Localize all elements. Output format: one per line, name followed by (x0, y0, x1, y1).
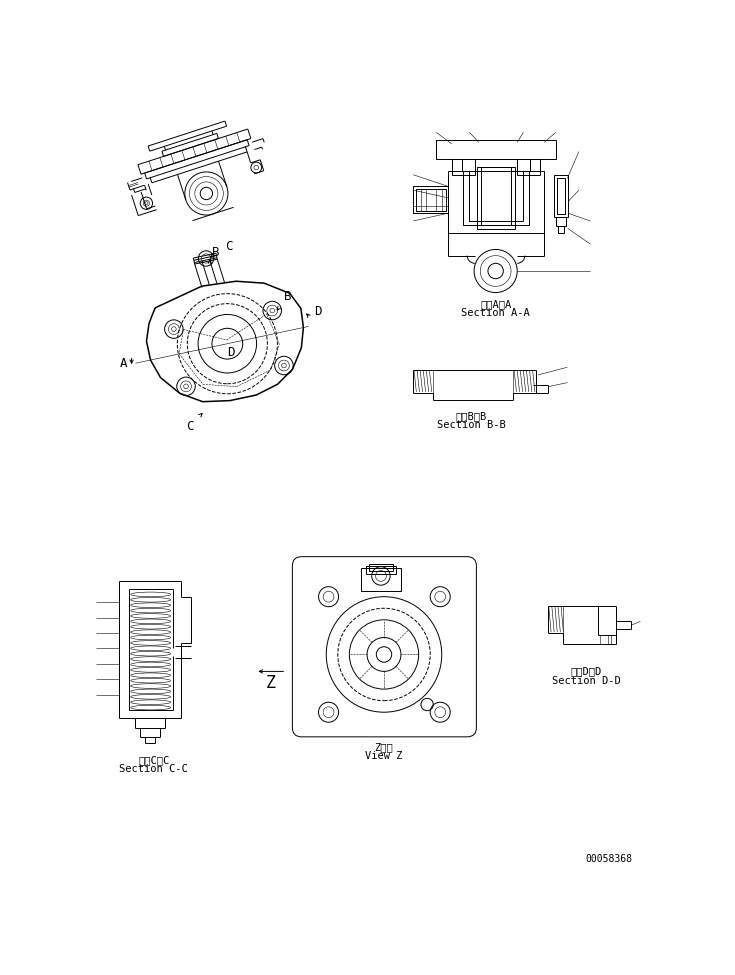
Bar (448, 171, 544, 232)
Text: 断面C－C: 断面C－C (138, 755, 169, 765)
Bar (470, 171, 523, 221)
Bar (415, 188, 445, 211)
Text: Z: Z (266, 674, 276, 692)
Text: B: B (284, 291, 291, 303)
Text: D: D (314, 305, 322, 318)
Bar (361, 568, 401, 591)
Bar (517, 159, 540, 175)
Text: Z　視: Z 視 (375, 742, 393, 752)
Text: C: C (186, 419, 193, 433)
Bar (462, 159, 530, 171)
Text: Section A-A: Section A-A (462, 308, 530, 319)
Text: B: B (212, 246, 219, 258)
Text: C: C (226, 241, 233, 254)
Bar (413, 186, 448, 214)
Text: Section C-C: Section C-C (119, 764, 188, 774)
Bar (368, 565, 393, 570)
Bar (481, 167, 511, 225)
Bar (557, 177, 565, 214)
Bar (477, 167, 515, 229)
Bar (365, 566, 396, 573)
Text: 断面A－A: 断面A－A (480, 299, 512, 309)
Bar (463, 171, 528, 225)
Bar (437, 140, 556, 159)
Text: 断面B－B: 断面B－B (456, 410, 487, 421)
Text: View Z: View Z (365, 751, 403, 761)
Text: Section B-B: Section B-B (437, 420, 506, 430)
Bar (554, 175, 568, 217)
Bar (558, 226, 564, 232)
Text: A: A (120, 357, 128, 370)
Bar (452, 159, 475, 175)
Text: Section D-D: Section D-D (552, 676, 621, 685)
Text: 00058368: 00058368 (586, 853, 633, 864)
Text: D: D (227, 346, 235, 360)
Bar (556, 217, 567, 226)
Text: 断面D－D: 断面D－D (571, 666, 602, 677)
